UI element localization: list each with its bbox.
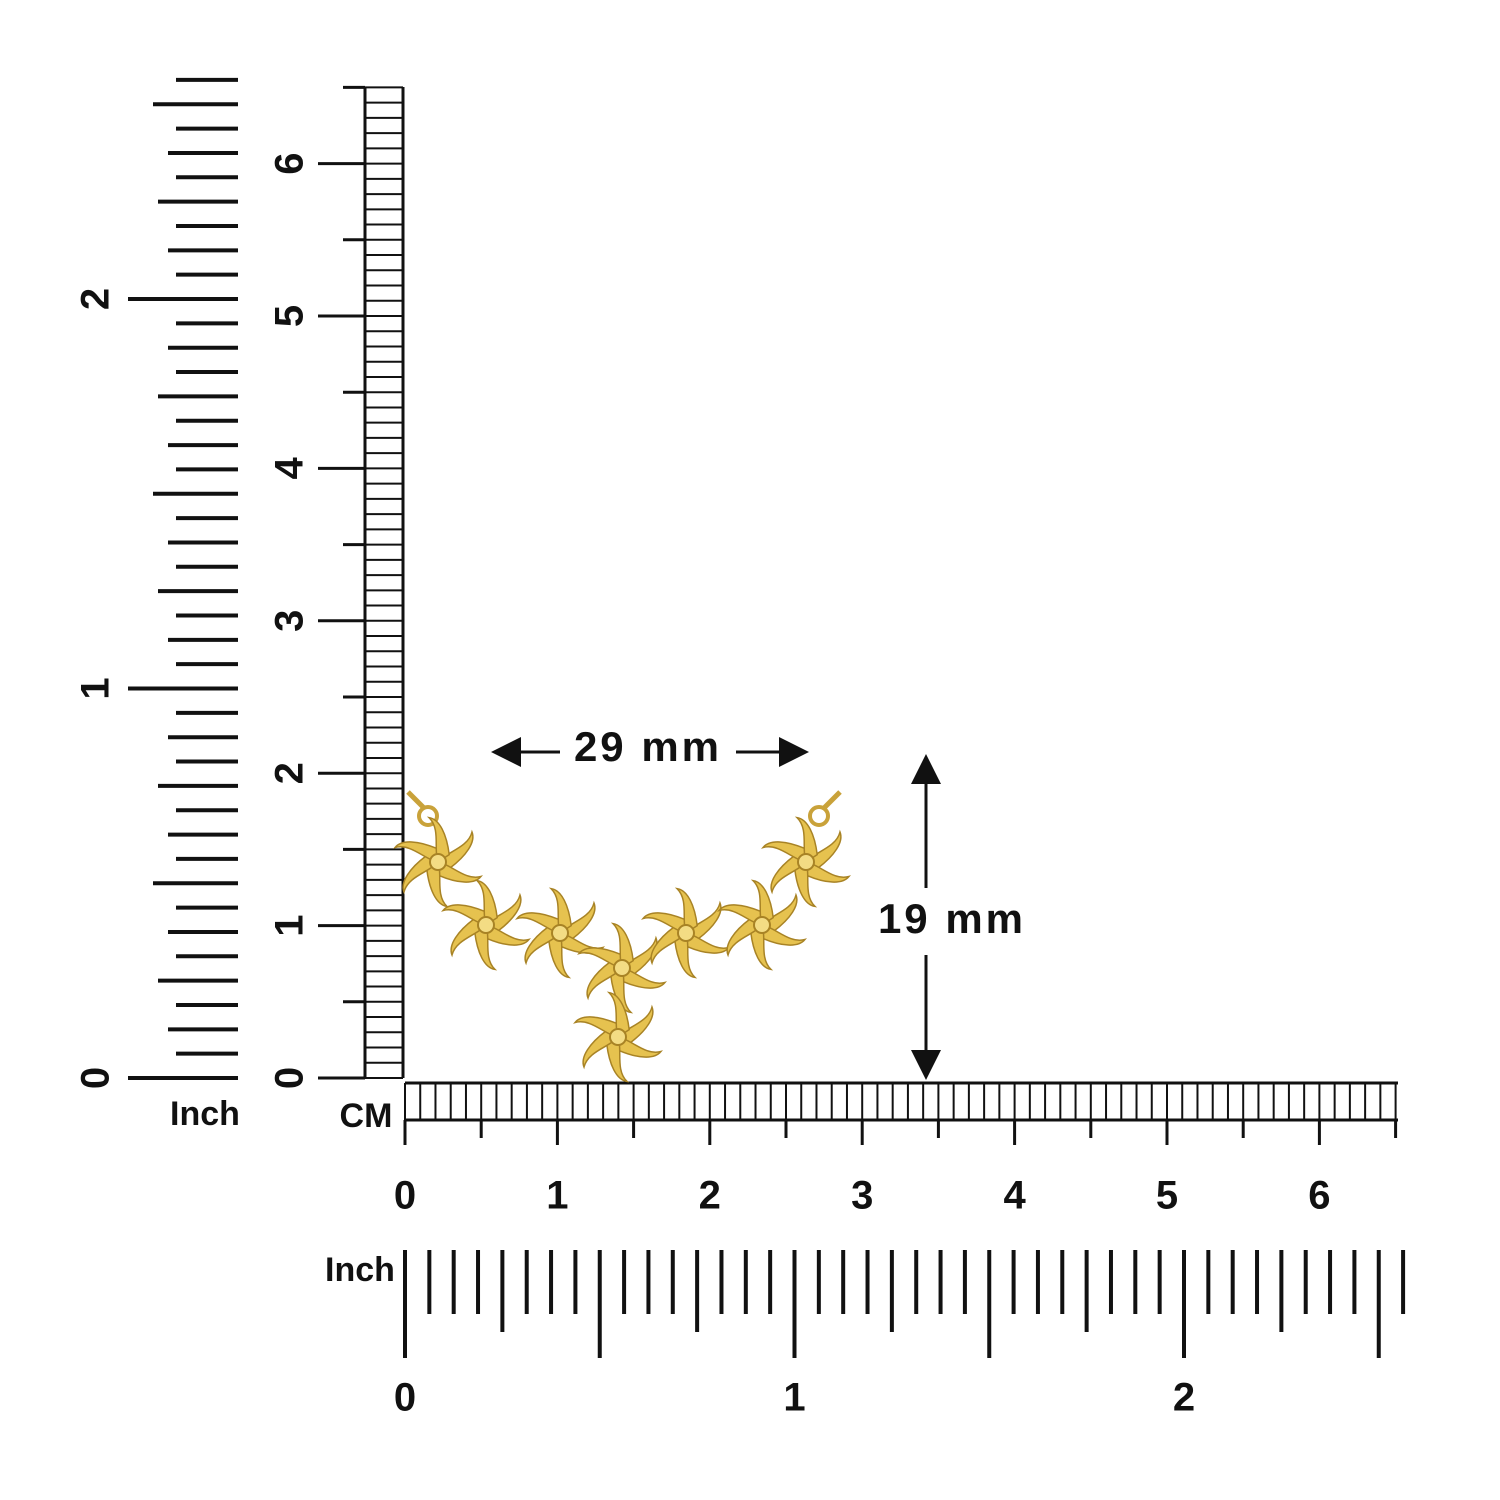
inch-number: 2: [1173, 1376, 1195, 1420]
petal: [617, 1036, 664, 1058]
petal: [474, 923, 498, 971]
petal: [572, 1016, 619, 1038]
flower-center: [797, 853, 815, 871]
petal: [606, 1035, 630, 1083]
petal: [440, 904, 487, 926]
bail: [417, 805, 439, 827]
flower: [760, 816, 852, 908]
petal: [426, 816, 450, 864]
cm-label: CM: [340, 1097, 393, 1135]
petal: [674, 931, 698, 979]
petal: [750, 923, 774, 971]
petal: [437, 861, 484, 883]
inch-number: 1: [783, 1376, 805, 1420]
petal: [485, 924, 532, 946]
cm-number: 5: [268, 305, 312, 327]
petal: [548, 887, 572, 935]
petal: [582, 1030, 620, 1070]
petal: [621, 967, 668, 989]
petal: [650, 926, 688, 966]
flower-center: [429, 853, 447, 871]
petal: [770, 855, 808, 895]
flower: [392, 816, 484, 908]
cm-number: 0: [394, 1174, 416, 1218]
petal: [392, 841, 439, 863]
cm-number: 1: [546, 1174, 568, 1218]
flower: [576, 922, 668, 1014]
petal: [548, 931, 572, 979]
flower-center: [477, 916, 495, 934]
cm-number: 6: [268, 152, 312, 174]
petal: [576, 947, 623, 969]
flower: [572, 991, 664, 1083]
inch-number: 0: [394, 1376, 416, 1420]
petal: [794, 816, 818, 864]
petal: [760, 841, 807, 863]
petal: [640, 912, 687, 934]
petal: [750, 879, 774, 927]
flower-center: [753, 916, 771, 934]
flower: [716, 879, 808, 971]
cm-number: 6: [1308, 1174, 1330, 1218]
petal: [610, 922, 634, 970]
inch-label: Inch: [325, 1251, 395, 1289]
petal: [514, 912, 561, 934]
petal: [761, 924, 808, 946]
petal: [586, 961, 624, 1001]
inch-number: 2: [74, 288, 118, 310]
flower: [514, 887, 606, 979]
height-label: 19 mm: [878, 895, 1026, 942]
rulers: 0 1 2 3 4 5 6 0 1 2 Inch 0 1 2 3 4 5 6 CM 0 1 2 Inch: [74, 77, 1406, 1420]
inch-label: Inch: [170, 1095, 240, 1133]
cm-number: 3: [268, 610, 312, 632]
inch-number: 1: [74, 677, 118, 699]
cm-number: 1: [268, 914, 312, 936]
cm-number: 2: [699, 1174, 721, 1218]
petal: [805, 861, 852, 883]
petal: [726, 918, 764, 958]
cm-number: 4: [268, 457, 312, 480]
cm-number: 5: [1156, 1174, 1178, 1218]
bail-loop: [822, 790, 842, 810]
flower-center: [609, 1028, 627, 1046]
petal: [606, 991, 630, 1039]
inch-number: 0: [74, 1067, 118, 1089]
petal: [474, 879, 498, 927]
petal: [674, 887, 698, 935]
petal: [794, 860, 818, 908]
bail-loop: [406, 790, 426, 810]
petal: [450, 918, 488, 958]
flower-center: [551, 924, 569, 942]
cm-number: 3: [851, 1174, 873, 1218]
flower-center: [613, 959, 631, 977]
cm-number: 4: [1003, 1174, 1026, 1218]
petal: [402, 855, 440, 895]
petal: [610, 966, 634, 1014]
petal: [716, 904, 763, 926]
cm-number: 0: [268, 1067, 312, 1089]
width-label: 29 mm: [574, 723, 722, 770]
bail: [808, 805, 830, 827]
petal: [524, 926, 562, 966]
flower: [640, 887, 732, 979]
flower-center: [677, 924, 695, 942]
pendant: [392, 790, 852, 1083]
cm-number: 2: [268, 762, 312, 784]
flower: [440, 879, 532, 971]
